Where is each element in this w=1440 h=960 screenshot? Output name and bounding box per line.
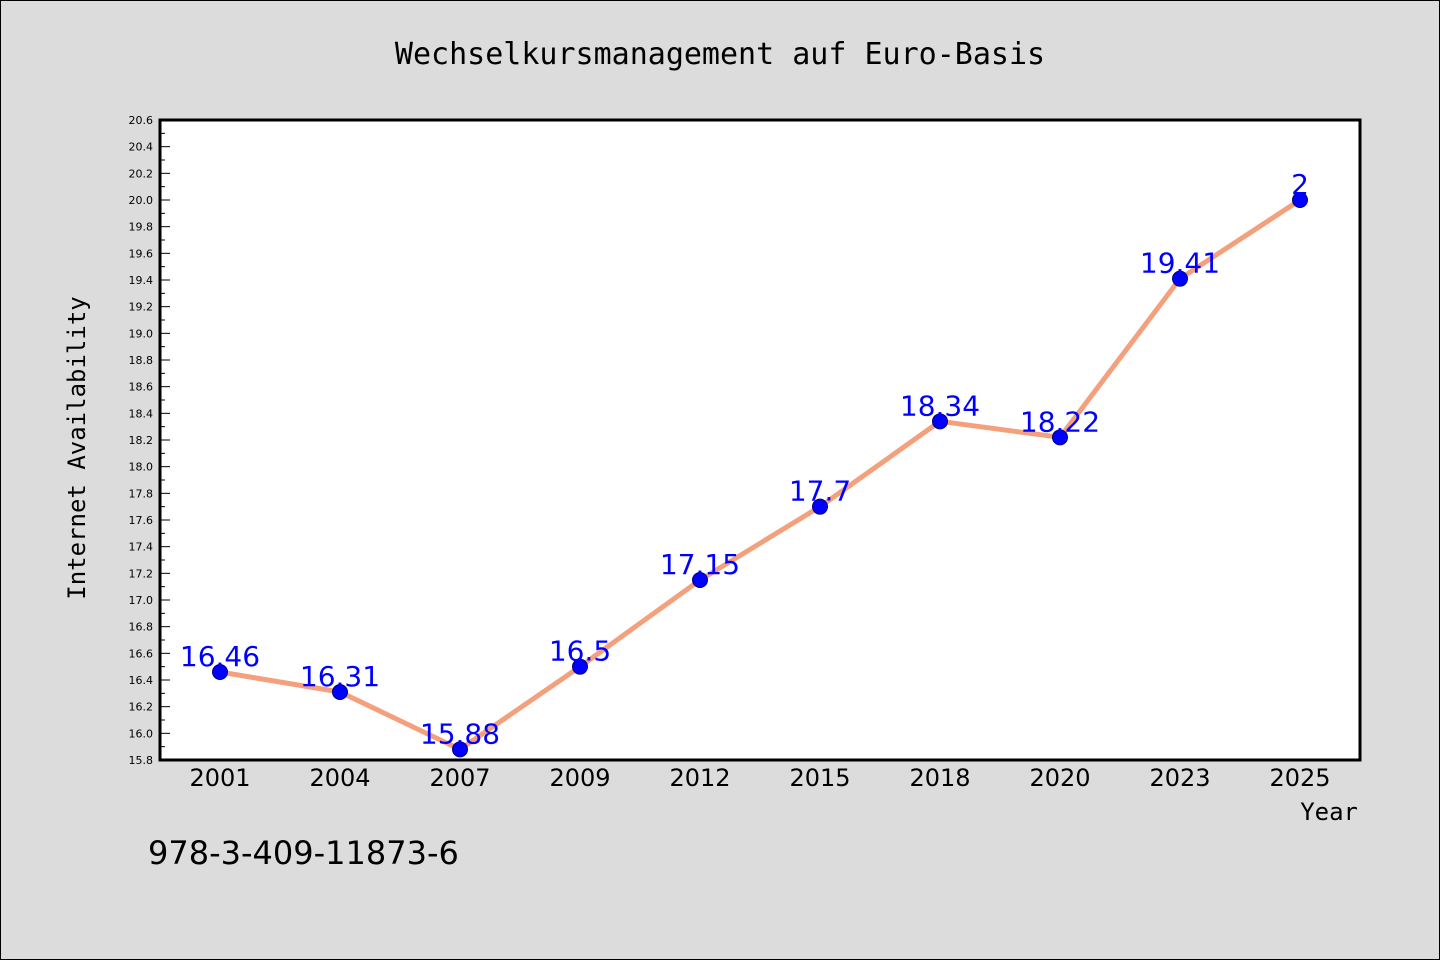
- data-point: [332, 684, 348, 700]
- x-tick-label: 2020: [1029, 764, 1090, 792]
- y-tick-label: 16.2: [129, 701, 154, 714]
- y-tick-label: 15.8: [129, 754, 154, 767]
- y-axis-label: Internet Availability: [63, 296, 91, 599]
- chart-title: Wechselkursmanagement auf Euro-Basis: [395, 37, 1045, 72]
- data-point: [812, 498, 828, 515]
- data-label: 16.5: [549, 635, 611, 668]
- x-tick-label: 2015: [789, 764, 850, 792]
- data-point: [1052, 429, 1068, 446]
- data-label: 17.15: [660, 548, 740, 581]
- data-point: [1292, 192, 1308, 208]
- data-label: 19.41: [1140, 247, 1220, 280]
- y-tick-label: 18.2: [129, 434, 154, 447]
- y-tick-label: 18.0: [129, 461, 154, 474]
- y-tick-label: 17.8: [129, 487, 154, 500]
- y-tick-label: 17.6: [129, 514, 154, 527]
- series-polyline: [217, 197, 1303, 752]
- y-tick-label: 16.6: [129, 647, 154, 660]
- data-point: [932, 413, 948, 430]
- y-tick-label: 19.0: [129, 327, 154, 340]
- series-line: [217, 197, 1303, 752]
- y-tick-label: 16.8: [129, 621, 154, 634]
- y-tick-label: 18.4: [129, 407, 154, 420]
- y-tick-label: 19.2: [129, 301, 154, 314]
- y-tick-label: 16.4: [129, 674, 154, 687]
- data-label: 15.88: [420, 717, 500, 750]
- x-axis-label: Year: [1300, 798, 1358, 826]
- data-label: 17.7: [789, 475, 851, 508]
- isbn-footer: 978-3-409-11873-6: [148, 834, 459, 872]
- x-tick-label: 2009: [549, 764, 610, 792]
- x-tick-label: 2001: [189, 764, 250, 792]
- y-tick-label: 19.6: [129, 247, 154, 260]
- plot-frame: [158, 118, 1362, 762]
- y-tick-label: 20.4: [129, 141, 154, 154]
- data-point: [692, 572, 708, 588]
- series-markers: [212, 192, 1308, 758]
- data-label: 2: [1291, 168, 1309, 201]
- y-tick-label: 17.4: [129, 541, 154, 554]
- x-tick-label: 2025: [1269, 764, 1330, 792]
- data-label: 16.31: [300, 660, 380, 693]
- x-tick-label: 2004: [309, 764, 370, 792]
- data-labels: 16.46 16.31 15.88 16.5 17.15 17.7 18.34 18.22 19…: [180, 168, 1309, 750]
- y-tick-label: 17.2: [129, 567, 154, 580]
- data-label: 18.34: [900, 389, 980, 422]
- y-tick-label: 18.6: [129, 381, 154, 394]
- y-tick-label: 18.8: [129, 354, 154, 367]
- x-axis: 2001 2004 2007 2009 2012 2015 2018 2020 2023 2025: [189, 764, 1330, 792]
- data-label: 18.22: [1020, 405, 1100, 438]
- y-axis: 15.8 16.0 16.2 16.4 16.6 16.8 17.0 17.2 17.4 17.6…: [129, 114, 170, 767]
- plot-area: [160, 120, 1360, 760]
- data-label: 16.46: [180, 640, 260, 673]
- y-tick-label: 16.0: [129, 727, 154, 740]
- x-tick-label: 2007: [429, 764, 490, 792]
- y-tick-label: 19.4: [129, 274, 154, 287]
- y-tick-label: 20.2: [129, 167, 154, 180]
- data-point: [572, 658, 588, 675]
- y-tick-label: 20.6: [129, 114, 154, 127]
- x-tick-label: 2023: [1149, 764, 1210, 792]
- y-tick-label: 19.8: [129, 221, 154, 234]
- y-tick-label: 20.0: [129, 194, 154, 207]
- x-tick-label: 2018: [909, 764, 970, 792]
- data-point: [1172, 270, 1188, 287]
- data-point: [212, 664, 228, 680]
- data-point: [452, 741, 468, 758]
- y-tick-label: 17.0: [129, 594, 154, 607]
- x-tick-label: 2012: [669, 764, 730, 792]
